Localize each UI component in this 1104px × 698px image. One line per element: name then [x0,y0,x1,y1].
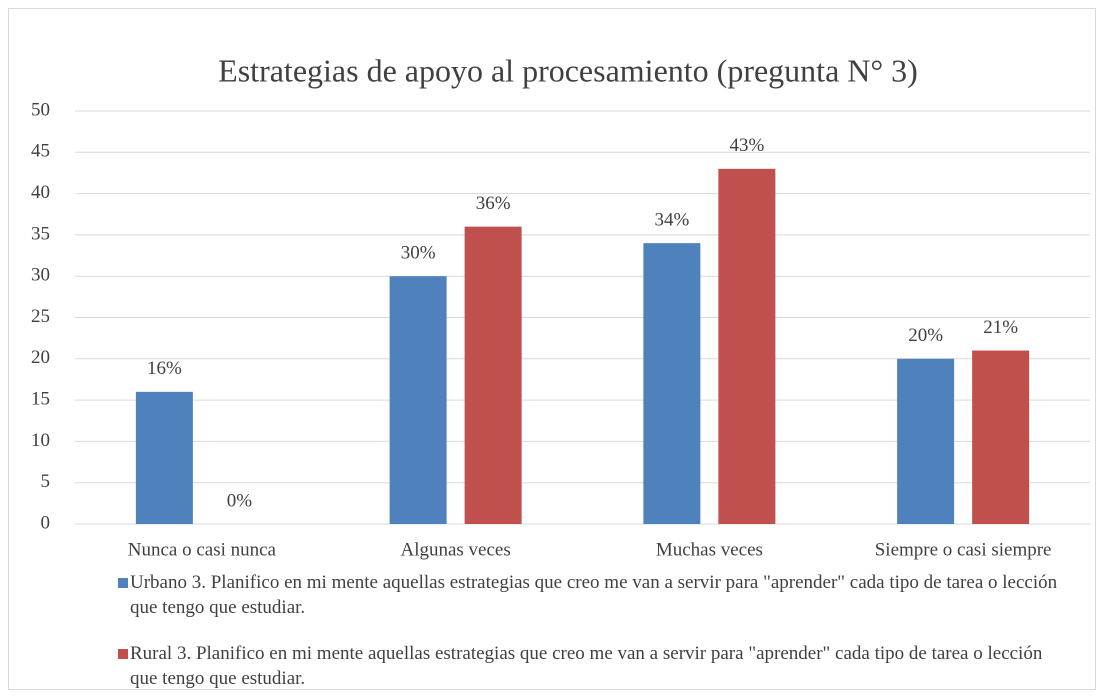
bar [897,358,955,524]
data-label: 20% [908,325,943,346]
data-label: 16% [147,358,182,379]
y-tick-label: 30 [31,265,50,286]
legend-label: Urbano 3. Planifico en mi mente aquellas… [130,572,1058,618]
legend: Urbano 3. Planifico en mi mente aquellas… [118,570,1058,698]
legend-swatch [118,649,128,659]
legend-label: Rural 3. Planifico en mi mente aquellas … [130,643,1043,689]
data-label: 34% [654,210,689,231]
x-tick-label: Algunas veces [400,539,510,560]
legend-entry: Rural 3. Planifico en mi mente aquellas … [118,641,1058,691]
bar [464,226,522,524]
data-label: 30% [401,243,436,264]
bar [135,391,193,524]
data-label: 0% [227,490,253,511]
bar [389,276,447,524]
y-tick-label: 0 [41,512,51,533]
x-tick-label: Nunca o casi nunca [128,539,277,560]
y-tick-label: 15 [31,388,50,409]
chart-border [8,8,1096,690]
bar [972,350,1030,524]
bar [643,243,701,524]
y-tick-label: 5 [41,471,51,492]
y-tick-label: 10 [31,430,50,451]
y-tick-label: 40 [31,182,50,203]
y-tick-label: 35 [31,223,50,244]
x-tick-label: Siempre o casi siempre [875,539,1052,560]
chart-title: Estrategias de apoyo al procesamiento (p… [218,52,918,88]
legend-entry: Urbano 3. Planifico en mi mente aquellas… [118,570,1058,620]
y-tick-label: 25 [31,306,50,327]
y-tick-label: 50 [31,99,50,120]
legend-swatch [118,578,128,588]
data-label: 36% [476,193,511,214]
y-tick-label: 45 [31,141,50,162]
x-tick-label: Muchas veces [656,539,763,560]
data-label: 43% [729,135,764,156]
bar [718,168,776,524]
data-label: 21% [983,317,1018,338]
y-tick-label: 20 [31,347,50,368]
